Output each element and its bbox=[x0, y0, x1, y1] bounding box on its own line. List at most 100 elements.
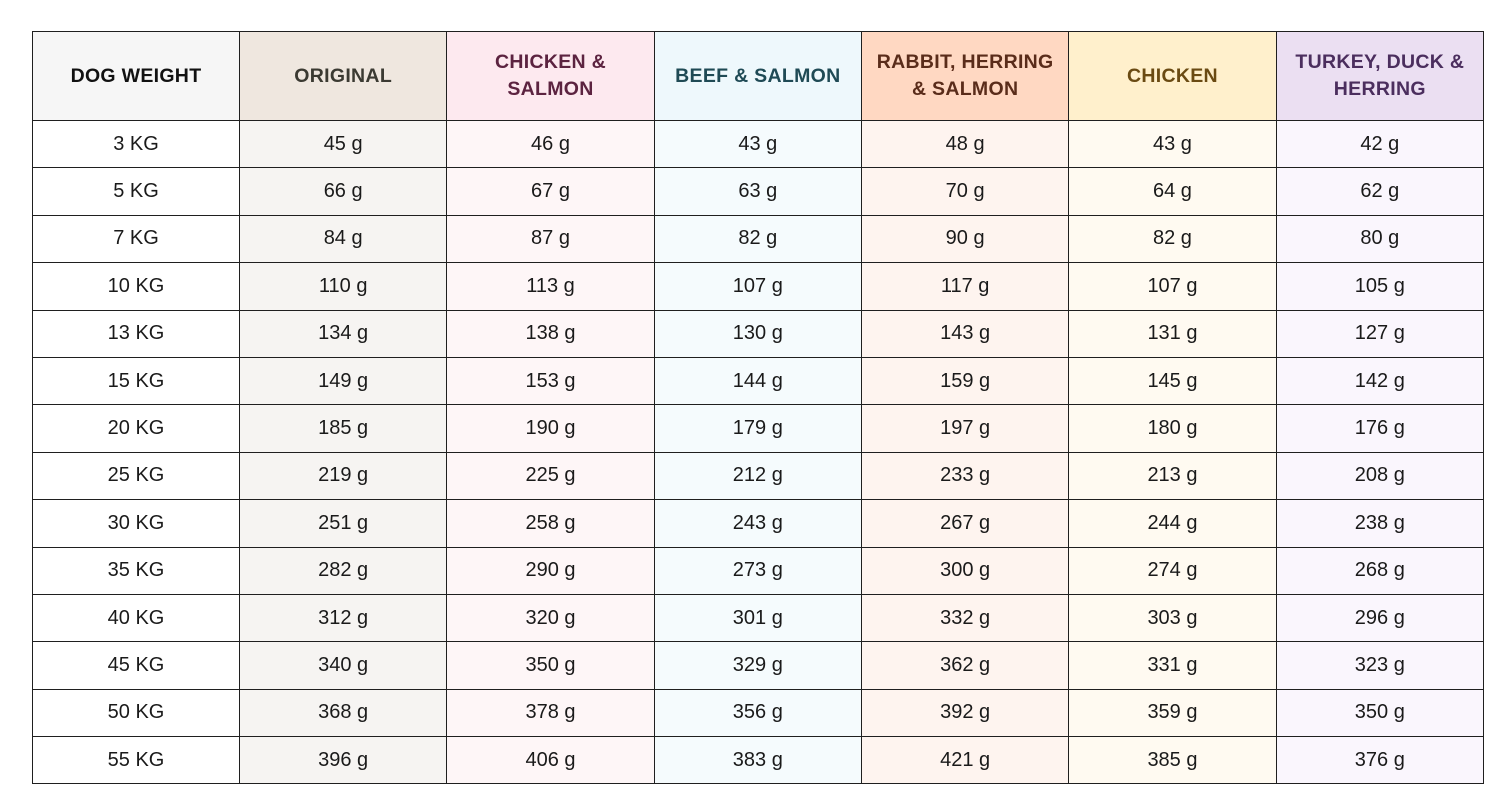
beef-salmon-cell: 107 g bbox=[653, 262, 862, 311]
beef-salmon-cell: 301 g bbox=[653, 593, 862, 643]
original-cell: 185 g bbox=[238, 404, 448, 453]
original-cell: 149 g bbox=[238, 356, 448, 406]
chicken-salmon-cell: 190 g bbox=[446, 404, 655, 453]
header-chicken-salmon: CHICKEN & SALMON bbox=[446, 31, 655, 121]
table-row: 40 KG 312 g 320 g 301 g 332 g 303 g 296 g bbox=[32, 593, 1484, 643]
chicken-salmon-cell: 153 g bbox=[446, 356, 655, 406]
rabbit-herring-salmon-cell: 48 g bbox=[860, 119, 1070, 169]
chicken-cell: 145 g bbox=[1068, 356, 1277, 406]
rabbit-herring-salmon-cell: 233 g bbox=[860, 451, 1070, 501]
chicken-cell: 385 g bbox=[1068, 736, 1277, 785]
chicken-salmon-cell: 113 g bbox=[446, 262, 655, 311]
chicken-salmon-cell: 350 g bbox=[446, 641, 655, 690]
chicken-salmon-cell: 378 g bbox=[446, 688, 655, 738]
turkey-duck-herring-cell: 208 g bbox=[1275, 451, 1484, 501]
header-turkey-duck-herring: TURKEY, DUCK & HERRING bbox=[1275, 31, 1484, 121]
weight-cell: 45 KG bbox=[32, 641, 240, 690]
rabbit-herring-salmon-cell: 143 g bbox=[860, 309, 1070, 358]
original-cell: 396 g bbox=[238, 736, 448, 785]
chicken-salmon-cell: 87 g bbox=[446, 214, 655, 264]
chicken-cell: 244 g bbox=[1068, 499, 1277, 548]
beef-salmon-cell: 43 g bbox=[653, 119, 862, 169]
header-beef-salmon: BEEF & SALMON bbox=[653, 31, 862, 121]
chicken-salmon-cell: 320 g bbox=[446, 593, 655, 643]
table-row: 25 KG 219 g 225 g 212 g 233 g 213 g 208 g bbox=[32, 451, 1484, 501]
original-cell: 66 g bbox=[238, 167, 448, 216]
beef-salmon-cell: 130 g bbox=[653, 309, 862, 358]
weight-cell: 7 KG bbox=[32, 214, 240, 264]
table-row: 35 KG 282 g 290 g 273 g 300 g 274 g 268 g bbox=[32, 546, 1484, 595]
turkey-duck-herring-cell: 80 g bbox=[1275, 214, 1484, 264]
chicken-cell: 331 g bbox=[1068, 641, 1277, 690]
weight-cell: 20 KG bbox=[32, 404, 240, 453]
original-cell: 312 g bbox=[238, 593, 448, 643]
header-rabbit-herring-salmon: RABBIT, HERRING & SALMON bbox=[860, 31, 1070, 121]
chicken-cell: 107 g bbox=[1068, 262, 1277, 311]
beef-salmon-cell: 63 g bbox=[653, 167, 862, 216]
table-row: 13 KG 134 g 138 g 130 g 143 g 131 g 127 g bbox=[32, 309, 1484, 358]
turkey-duck-herring-cell: 238 g bbox=[1275, 499, 1484, 548]
weight-cell: 5 KG bbox=[32, 167, 240, 216]
beef-salmon-cell: 82 g bbox=[653, 214, 862, 264]
original-cell: 282 g bbox=[238, 546, 448, 595]
beef-salmon-cell: 329 g bbox=[653, 641, 862, 690]
table-row: 15 KG 149 g 153 g 144 g 159 g 145 g 142 g bbox=[32, 356, 1484, 406]
original-cell: 110 g bbox=[238, 262, 448, 311]
weight-cell: 30 KG bbox=[32, 499, 240, 548]
turkey-duck-herring-cell: 350 g bbox=[1275, 688, 1484, 738]
table-row: 30 KG 251 g 258 g 243 g 267 g 244 g 238 g bbox=[32, 499, 1484, 548]
weight-cell: 35 KG bbox=[32, 546, 240, 595]
beef-salmon-cell: 212 g bbox=[653, 451, 862, 501]
table-row: 45 KG 340 g 350 g 329 g 362 g 331 g 323 g bbox=[32, 641, 1484, 690]
rabbit-herring-salmon-cell: 332 g bbox=[860, 593, 1070, 643]
feeding-table: DOG WEIGHT ORIGINAL CHICKEN & SALMON BEE… bbox=[32, 31, 1484, 785]
rabbit-herring-salmon-cell: 300 g bbox=[860, 546, 1070, 595]
chicken-cell: 303 g bbox=[1068, 593, 1277, 643]
table-row: 10 KG 110 g 113 g 107 g 117 g 107 g 105 g bbox=[32, 262, 1484, 311]
rabbit-herring-salmon-cell: 70 g bbox=[860, 167, 1070, 216]
table-row: 3 KG 45 g 46 g 43 g 48 g 43 g 42 g bbox=[32, 119, 1484, 169]
chicken-cell: 213 g bbox=[1068, 451, 1277, 501]
beef-salmon-cell: 179 g bbox=[653, 404, 862, 453]
chicken-cell: 131 g bbox=[1068, 309, 1277, 358]
turkey-duck-herring-cell: 142 g bbox=[1275, 356, 1484, 406]
original-cell: 134 g bbox=[238, 309, 448, 358]
original-cell: 45 g bbox=[238, 119, 448, 169]
turkey-duck-herring-cell: 127 g bbox=[1275, 309, 1484, 358]
turkey-duck-herring-cell: 268 g bbox=[1275, 546, 1484, 595]
beef-salmon-cell: 273 g bbox=[653, 546, 862, 595]
header-chicken: CHICKEN bbox=[1068, 31, 1277, 121]
header-dog-weight: DOG WEIGHT bbox=[32, 31, 240, 121]
beef-salmon-cell: 144 g bbox=[653, 356, 862, 406]
rabbit-herring-salmon-cell: 362 g bbox=[860, 641, 1070, 690]
weight-cell: 55 KG bbox=[32, 736, 240, 785]
rabbit-herring-salmon-cell: 197 g bbox=[860, 404, 1070, 453]
original-cell: 368 g bbox=[238, 688, 448, 738]
chicken-salmon-cell: 406 g bbox=[446, 736, 655, 785]
beef-salmon-cell: 243 g bbox=[653, 499, 862, 548]
table-row: 5 KG 66 g 67 g 63 g 70 g 64 g 62 g bbox=[32, 167, 1484, 216]
rabbit-herring-salmon-cell: 267 g bbox=[860, 499, 1070, 548]
original-cell: 340 g bbox=[238, 641, 448, 690]
weight-cell: 40 KG bbox=[32, 593, 240, 643]
chicken-salmon-cell: 138 g bbox=[446, 309, 655, 358]
turkey-duck-herring-cell: 296 g bbox=[1275, 593, 1484, 643]
chicken-cell: 180 g bbox=[1068, 404, 1277, 453]
weight-cell: 25 KG bbox=[32, 451, 240, 501]
turkey-duck-herring-cell: 376 g bbox=[1275, 736, 1484, 785]
chicken-cell: 359 g bbox=[1068, 688, 1277, 738]
chicken-salmon-cell: 290 g bbox=[446, 546, 655, 595]
turkey-duck-herring-cell: 176 g bbox=[1275, 404, 1484, 453]
beef-salmon-cell: 383 g bbox=[653, 736, 862, 785]
chicken-salmon-cell: 67 g bbox=[446, 167, 655, 216]
header-original: ORIGINAL bbox=[238, 31, 448, 121]
rabbit-herring-salmon-cell: 392 g bbox=[860, 688, 1070, 738]
chicken-cell: 82 g bbox=[1068, 214, 1277, 264]
beef-salmon-cell: 356 g bbox=[653, 688, 862, 738]
turkey-duck-herring-cell: 62 g bbox=[1275, 167, 1484, 216]
weight-cell: 3 KG bbox=[32, 119, 240, 169]
table-row: 50 KG 368 g 378 g 356 g 392 g 359 g 350 g bbox=[32, 688, 1484, 738]
rabbit-herring-salmon-cell: 117 g bbox=[860, 262, 1070, 311]
original-cell: 251 g bbox=[238, 499, 448, 548]
